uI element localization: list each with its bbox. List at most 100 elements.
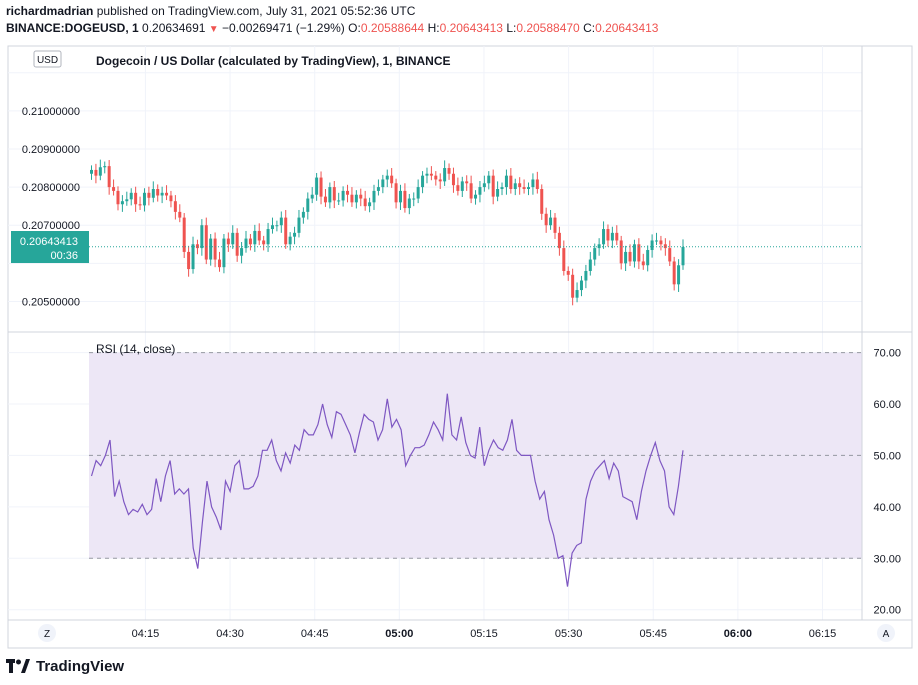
candle-body [90, 169, 93, 174]
candle-body [262, 240, 266, 245]
current-price-value: 0.20643413 [20, 236, 78, 248]
candle-body [416, 187, 420, 199]
candle-body [341, 190, 345, 201]
time-tick-label: 04:30 [216, 628, 244, 640]
price-tick-label: 0.20900000 [22, 144, 80, 156]
candle-body [284, 217, 288, 245]
candle-body [571, 274, 575, 298]
candle-body [460, 181, 464, 191]
candle-body [407, 198, 411, 209]
candle-body [677, 265, 681, 285]
auto-scale-button[interactable] [877, 624, 895, 642]
candle-body [187, 251, 191, 270]
chart-frame [7, 45, 913, 649]
time-tick-label: 05:30 [555, 628, 583, 640]
candle-body [301, 211, 305, 218]
candle-body [195, 244, 199, 249]
candle-body [173, 201, 177, 212]
candle-body [288, 236, 292, 245]
candle-body [306, 198, 310, 212]
candle-body [293, 232, 297, 237]
candle-body [253, 230, 257, 245]
open-label: O: [348, 21, 361, 35]
candle-body [116, 190, 120, 205]
candle-body [319, 177, 323, 197]
rsi-line [90, 393, 684, 587]
rsi-tick-label: 50.00 [873, 450, 901, 462]
rsi-axis-labels[interactable]: 20.00 30.00 40.00 50.00 60.00 70.00 [873, 348, 901, 617]
price-tick-label: 0.20500000 [22, 296, 80, 308]
candle-body [332, 187, 336, 201]
candle-body [372, 190, 376, 203]
candle-body [646, 250, 650, 266]
candle-body [244, 238, 248, 249]
candle-body [169, 195, 173, 202]
candlestick-series [90, 159, 685, 306]
rsi-tick-label: 70.00 [873, 348, 901, 360]
candle-body [447, 168, 451, 174]
candle-body [112, 187, 116, 191]
bar-countdown: 00:36 [50, 250, 78, 262]
candle-body [597, 244, 601, 249]
candle-body [235, 232, 239, 256]
candle-body [156, 189, 160, 196]
candle-body [390, 175, 394, 184]
candle-body [165, 192, 169, 196]
time-tick-label: 04:15 [132, 628, 160, 640]
tradingview-logo[interactable]: TradingView [6, 656, 124, 676]
candle-body [191, 244, 195, 270]
candle-body [593, 248, 597, 260]
candle-body [363, 198, 367, 207]
candle-body [142, 192, 146, 206]
time-tick-label: 06:00 [724, 628, 752, 640]
candle-body [562, 248, 566, 271]
candle-body [248, 238, 252, 245]
candle-body [182, 217, 186, 252]
candle-body [438, 179, 442, 182]
symbol-name: BINANCE:DOGEUSD, 1 [6, 21, 139, 35]
candle-body [549, 217, 553, 226]
candle-body [222, 238, 226, 268]
auto-scale-label: A [883, 629, 890, 640]
currency-badge[interactable] [33, 50, 62, 68]
candle-body [655, 240, 659, 242]
candle-body [213, 238, 217, 260]
candle-body [129, 192, 133, 200]
candle-body [178, 211, 182, 218]
candle-body [513, 183, 517, 189]
time-axis-labels[interactable]: 04:15 04:30 04:45 05:00 05:15 05:30 05:45 06:00… [132, 628, 837, 640]
candle-body [637, 244, 641, 262]
candle-body [681, 246, 685, 266]
candle-body [151, 189, 155, 198]
candle-body [465, 181, 469, 184]
candle-body [429, 173, 433, 176]
candle-body [125, 199, 129, 202]
candle-body [231, 232, 235, 245]
candle-body [94, 169, 98, 176]
candle-body [398, 190, 402, 203]
candle-body [240, 248, 244, 256]
candle-body [628, 251, 632, 262]
candle-body [615, 232, 619, 241]
candle-body [381, 179, 385, 188]
scale-z-button[interactable] [38, 624, 56, 642]
candle-body [134, 192, 138, 205]
candle-body [275, 225, 279, 227]
open-value: 0.20588644 [360, 21, 425, 35]
candle-body [443, 168, 447, 182]
candle-body [491, 175, 495, 197]
candle-body [474, 194, 478, 199]
price-tick-label: 0.21000000 [22, 106, 80, 118]
price-axis-labels[interactable]: 0.20500000 0.20700000 0.20800000 0.20900000… [22, 106, 80, 309]
time-tick-label: 05:15 [470, 628, 498, 640]
candle-body [482, 183, 486, 188]
candle-body [103, 166, 107, 168]
low-label: L: [506, 21, 517, 35]
candle-body [584, 270, 588, 281]
candle-body [624, 251, 628, 264]
price-tick-label: 0.20700000 [22, 220, 80, 232]
tradingview-logo-text: TradingView [36, 657, 125, 675]
candle-body [257, 230, 261, 241]
candle-body [557, 232, 561, 249]
